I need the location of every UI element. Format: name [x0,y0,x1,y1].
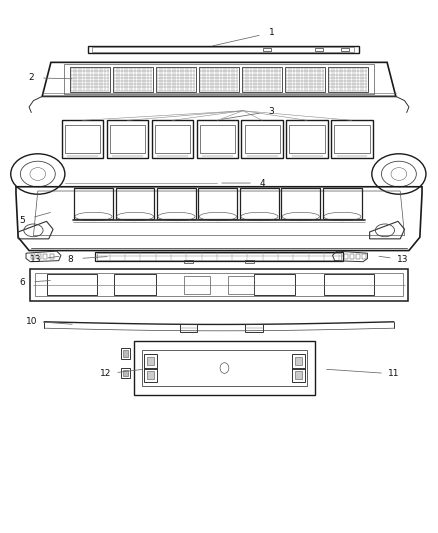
Bar [123,351,128,357]
Bar [292,354,304,368]
Bar [110,125,145,154]
Bar [341,48,349,51]
Bar [315,48,323,51]
Bar [244,125,280,154]
Bar [295,358,301,365]
Bar [197,120,238,158]
Bar [46,274,97,295]
Bar [228,276,254,294]
Bar [362,254,366,259]
Bar [95,252,343,261]
Bar [49,254,53,259]
Bar [134,341,315,395]
Bar [64,64,374,94]
Bar [152,120,193,158]
Text: 13: 13 [30,255,41,264]
Bar [37,254,41,259]
Bar [292,368,304,382]
Text: 11: 11 [388,369,399,378]
Bar [123,369,128,376]
Bar [65,125,100,154]
Bar [240,188,279,219]
Bar [43,254,47,259]
Bar [200,125,235,154]
Text: 4: 4 [260,179,265,188]
Bar [199,67,239,92]
Bar [121,349,131,359]
Bar [241,120,283,158]
Text: 5: 5 [20,216,25,225]
Bar [356,254,360,259]
Bar [31,254,35,259]
Bar [184,260,193,263]
Bar [157,188,196,219]
Bar [242,67,282,92]
Text: 1: 1 [268,28,274,37]
Bar [180,324,197,333]
Bar [254,274,295,295]
Bar [245,260,254,263]
Bar [70,67,110,92]
Bar [107,120,148,158]
Bar [30,269,408,301]
Bar [344,254,348,259]
Bar [245,324,263,333]
Bar [148,371,153,378]
Bar [145,354,156,368]
Bar [198,188,237,219]
Bar [286,120,328,158]
Bar [328,67,368,92]
Bar [282,188,320,219]
Bar [331,120,373,158]
Text: 6: 6 [20,278,25,287]
Bar [121,368,131,378]
Bar [114,274,155,295]
Bar [116,188,154,219]
Bar [62,120,103,158]
Bar [290,125,325,154]
Bar [97,253,341,260]
Bar [334,125,370,154]
Bar [156,67,196,92]
Bar [92,47,354,52]
Bar [113,67,153,92]
Text: 2: 2 [28,73,34,82]
Bar [88,46,359,53]
Bar [263,48,271,51]
Text: 12: 12 [100,369,111,378]
Bar [155,125,190,154]
Text: 13: 13 [397,255,408,264]
Text: 8: 8 [68,255,74,263]
Text: 10: 10 [25,317,37,326]
Bar [148,358,153,365]
Bar [324,274,374,295]
Bar [35,273,403,296]
Bar [142,351,307,385]
Bar [285,67,325,92]
Text: 3: 3 [268,107,274,116]
Bar [323,188,362,219]
Bar [295,371,301,378]
Bar [350,254,354,259]
Bar [74,188,113,219]
Bar [184,276,210,294]
Bar [145,368,156,382]
